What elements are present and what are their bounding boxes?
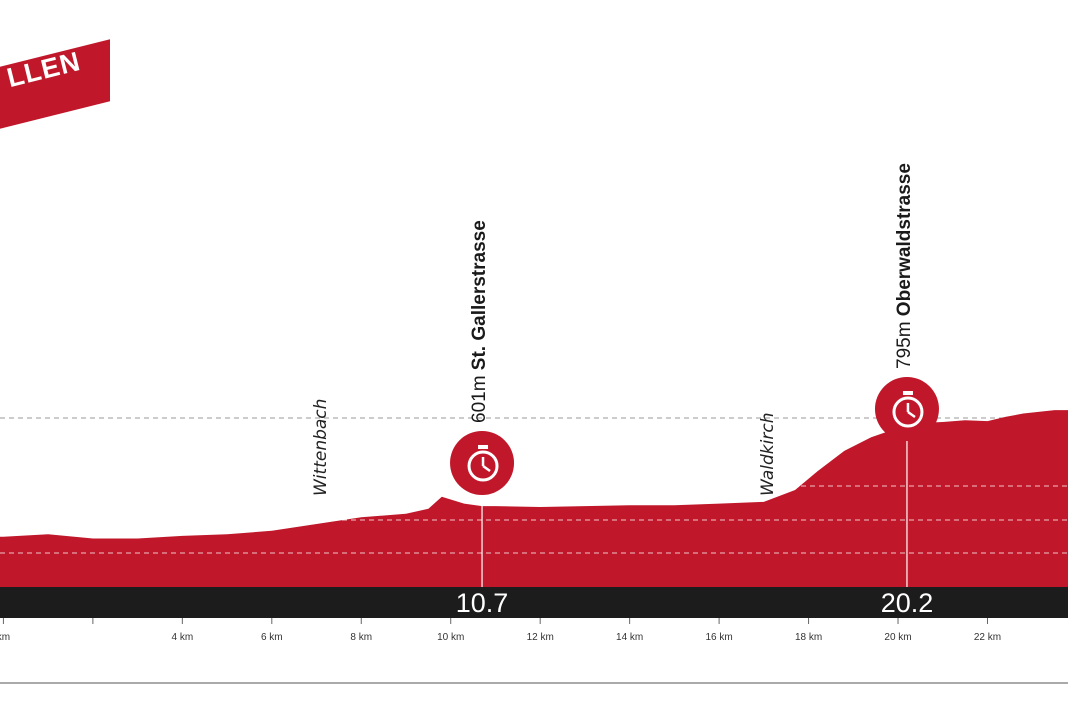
place-label: Waldkirch	[758, 412, 779, 497]
checkpoint-name-label: 601m St. Gallerstrasse	[469, 220, 491, 423]
elevation-profile-area	[0, 410, 1068, 588]
x-tick-label: 16 km	[705, 632, 732, 643]
x-tick-label: 6 km	[261, 632, 283, 643]
checkpoint-km-label: 10.7	[455, 588, 509, 618]
checkpoint-icons	[450, 377, 939, 495]
x-tick-label: 12 km	[527, 632, 554, 643]
x-tick-label: km	[0, 632, 10, 643]
checkpoint-name-label: 795m Oberwaldstrasse	[894, 163, 916, 369]
checkpoint-name: St. Gallerstrasse	[469, 220, 491, 371]
grid-lines-overlay	[0, 485, 1068, 554]
distance-bar	[0, 587, 1068, 618]
place-label: Wittenbach	[311, 398, 331, 496]
checkpoint-elevation: 795m	[893, 316, 915, 369]
checkpoint-name: Oberwaldstrasse	[893, 163, 915, 317]
x-tick-label: 10 km	[437, 632, 464, 643]
stopwatch-hand	[907, 410, 916, 419]
x-tick-label: 22 km	[974, 632, 1001, 643]
stopwatch-icon	[874, 377, 939, 441]
stopwatch-hand	[482, 464, 491, 473]
x-tick-label: 8 km	[350, 632, 372, 643]
checkpoint-lines	[481, 439, 908, 587]
stopwatch-crown	[478, 445, 489, 449]
x-tick-label: 20 km	[884, 632, 911, 643]
stopwatch-crown	[902, 391, 913, 395]
checkpoint-km-label: 20.2	[880, 588, 934, 618]
x-tick-label: 14 km	[616, 632, 643, 643]
x-tick-label: 18 km	[795, 632, 822, 643]
stopwatch-dial	[892, 396, 924, 428]
stopwatch-dial	[467, 450, 499, 482]
stopwatch-icon	[450, 431, 515, 495]
x-axis-ticks: km 4 km 6 km 8 km 10 km 12 km 14 km 16 km 18 km 2…	[0, 618, 1001, 643]
x-tick-label: 4 km	[172, 632, 194, 643]
checkpoint-elevation: 601m	[469, 370, 491, 423]
